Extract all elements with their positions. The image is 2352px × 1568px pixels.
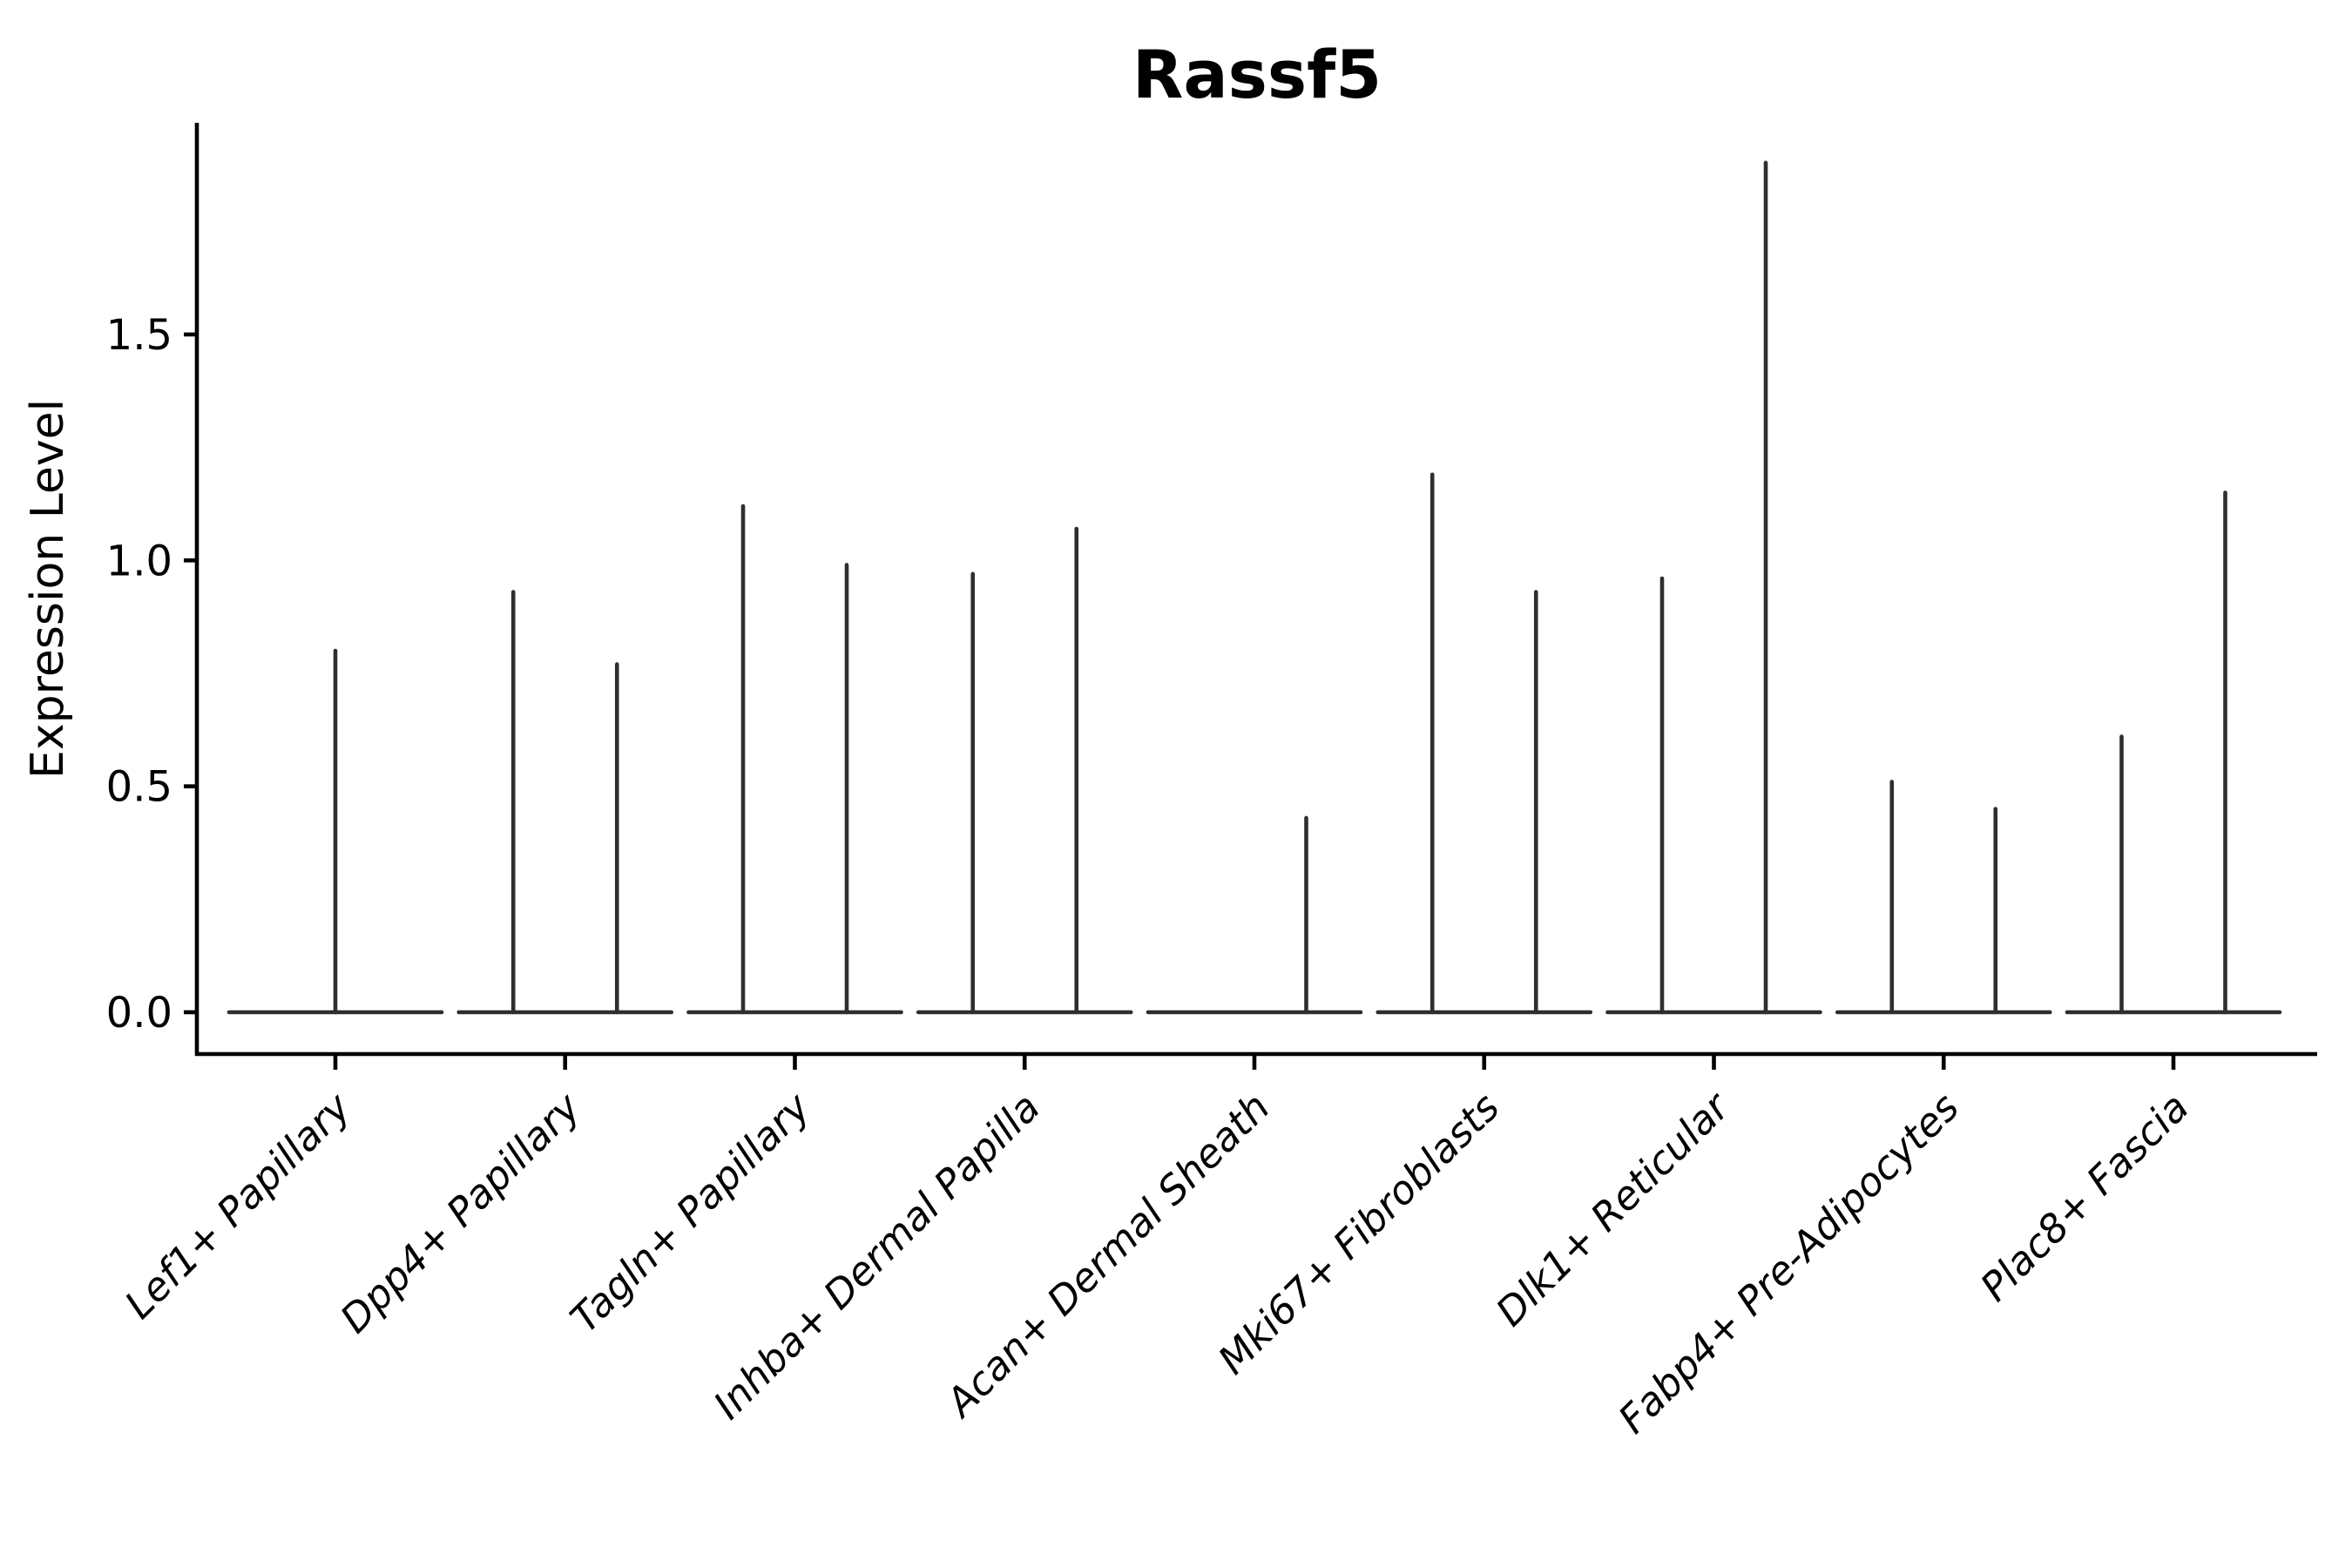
x-tick-label: Dpp4+ Papillary bbox=[331, 1083, 590, 1342]
y-tick-label: 0.5 bbox=[106, 763, 172, 812]
y-axis-label: Expression Level bbox=[22, 399, 74, 779]
violins bbox=[226, 160, 2282, 1015]
y-tick-label: 1.0 bbox=[106, 537, 172, 585]
x-tick-label: Lef1+ Papillary bbox=[116, 1083, 361, 1328]
x-tick-label: Tagln+ Papillary bbox=[561, 1083, 820, 1342]
y-tick-label: 0.0 bbox=[106, 989, 172, 1037]
plot-title: Rassf5 bbox=[1132, 36, 1382, 113]
x-tick-label: Dlk1+ Reticular bbox=[1487, 1083, 1740, 1335]
y-tick-label: 1.5 bbox=[106, 311, 172, 360]
y-axis: 0.0 0.5 1.0 1.5 bbox=[106, 123, 199, 1056]
x-tick-label: Plac8+ Fascia bbox=[1971, 1084, 2198, 1310]
